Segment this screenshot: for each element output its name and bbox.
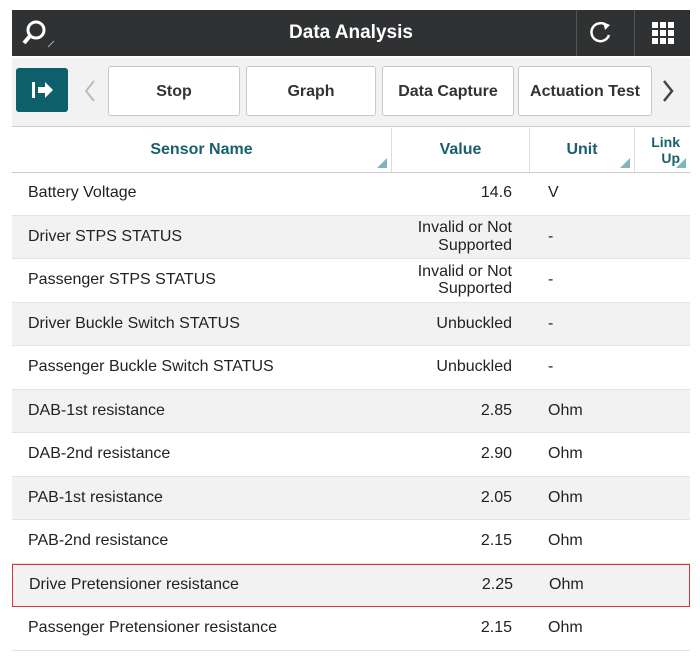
exit-button[interactable] bbox=[16, 68, 68, 112]
column-header[interactable]: Sensor Name bbox=[12, 128, 392, 172]
table-row[interactable]: Driver STPS STATUS Invalid or Not Support… bbox=[12, 215, 690, 259]
sensor-unit: - bbox=[548, 358, 554, 376]
column-header[interactable]: Value bbox=[392, 128, 530, 172]
sensor-value: 2.25 bbox=[481, 576, 513, 594]
toolbar-button[interactable]: Data Capture bbox=[382, 66, 514, 116]
sensor-name: Passenger STPS STATUS bbox=[28, 271, 216, 289]
title: Data Analysis bbox=[289, 22, 413, 43]
sensor-name: Drive Pretensioner resistance bbox=[29, 576, 239, 594]
prev-arrow[interactable] bbox=[82, 78, 98, 104]
sensor-value: 2.05 bbox=[480, 488, 512, 506]
sensor-unit: Ohm bbox=[548, 445, 583, 463]
toolbar: Stop Graph Data Capture Actuation Test bbox=[12, 58, 690, 127]
sensor-name: Passenger Buckle Switch STATUS bbox=[28, 358, 274, 376]
sensor-value: 2.85 bbox=[480, 401, 512, 419]
column-header[interactable]: Unit bbox=[530, 128, 635, 172]
toolbar-button[interactable]: Actuation Test bbox=[518, 66, 652, 116]
sensor-name: PAB-2nd resistance bbox=[28, 532, 169, 550]
sensor-name: Driver Buckle Switch STATUS bbox=[28, 314, 240, 332]
sort-indicator bbox=[676, 158, 686, 168]
table-row[interactable]: DAB-2nd resistance 2.90 Ohm bbox=[12, 433, 690, 477]
table-row[interactable]: Driver Buckle Switch STATUS Unbuckled - bbox=[12, 302, 690, 346]
sensor-value: Unbuckled bbox=[436, 314, 512, 332]
table-row[interactable]: PAB-1st resistance 2.05 Ohm bbox=[12, 476, 690, 520]
table-row[interactable]: DAB-1st resistance 2.85 Ohm bbox=[12, 389, 690, 433]
refresh-button[interactable] bbox=[576, 10, 625, 56]
sensor-unit: Ohm bbox=[548, 401, 583, 419]
sensor-value: 2.90 bbox=[480, 445, 512, 463]
table-row[interactable]: Battery Voltage 14.6 V bbox=[12, 172, 690, 216]
sensor-value: Invalid or Not Supported bbox=[417, 219, 512, 254]
table-row[interactable]: Passenger Pretensioner resistance 2.15 Ohm bbox=[12, 607, 690, 651]
sort-indicator bbox=[377, 158, 387, 168]
sensor-value: 14.6 bbox=[480, 184, 512, 202]
sensor-name: PAB-1st resistance bbox=[28, 488, 163, 506]
column-header[interactable]: Link Up bbox=[635, 128, 690, 172]
table-row[interactable]: PAB-2nd resistance 2.15 Ohm bbox=[12, 520, 690, 564]
sensor-value: 2.15 bbox=[480, 532, 512, 550]
sensor-unit: V bbox=[548, 184, 559, 202]
table-row[interactable]: Passenger Buckle Switch STATUS Unbuckled - bbox=[12, 346, 690, 390]
next-arrow[interactable] bbox=[660, 78, 676, 104]
sensor-unit: - bbox=[548, 314, 554, 332]
table-row[interactable]: Passenger STPS STATUS Invalid or Not Supp… bbox=[12, 259, 690, 303]
top-bar: Data Analysis bbox=[12, 10, 690, 56]
sort-indicator bbox=[620, 158, 630, 168]
sensor-unit: Ohm bbox=[548, 488, 583, 506]
menu-button[interactable] bbox=[634, 10, 691, 56]
app: Data Analysis Stop Graph Data Capture Actua… bbox=[12, 10, 690, 651]
sensor-value: Unbuckled bbox=[436, 358, 512, 376]
sensor-value: Invalid or Not Supported bbox=[417, 262, 512, 298]
sensor-name: Driver STPS STATUS bbox=[28, 227, 183, 245]
sensor-unit: Ohm bbox=[549, 576, 584, 594]
sensor-value: 2.15 bbox=[480, 619, 512, 637]
sensor-name: Battery Voltage bbox=[28, 184, 137, 202]
sensor-name: DAB-2nd resistance bbox=[28, 445, 171, 463]
sensor-name: DAB-1st resistance bbox=[28, 401, 165, 419]
table-header: Sensor Name Value Unit Link Up bbox=[12, 128, 690, 173]
table-row[interactable]: Drive Pretensioner resistance 2.25 Ohm bbox=[12, 563, 690, 607]
sensor-unit: Ohm bbox=[548, 619, 583, 637]
sensor-unit: - bbox=[548, 271, 554, 289]
search-icon[interactable] bbox=[20, 16, 60, 50]
toolbar-button[interactable]: Graph bbox=[246, 66, 376, 116]
sensor-unit: - bbox=[548, 227, 554, 245]
sensor-unit: Ohm bbox=[548, 532, 583, 550]
sensor-name: Passenger Pretensioner resistance bbox=[28, 619, 278, 637]
toolbar-button[interactable]: Stop bbox=[108, 66, 240, 116]
